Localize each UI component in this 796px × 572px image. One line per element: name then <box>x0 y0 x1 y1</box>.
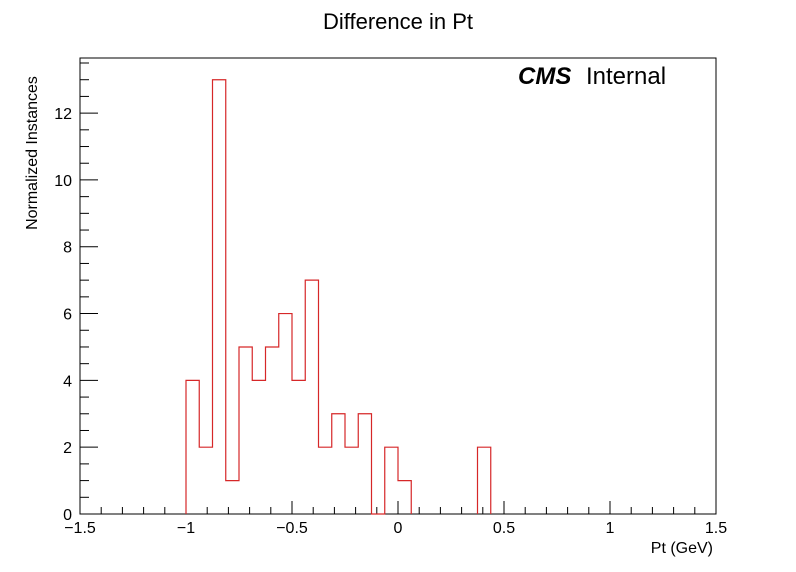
histogram-bin <box>358 414 371 514</box>
histogram-bin <box>478 447 491 514</box>
histogram-bin <box>279 314 292 514</box>
x-tick-label: −1.5 <box>64 520 96 537</box>
histogram-bin <box>398 481 411 514</box>
cms-logo-text: CMS <box>518 63 571 90</box>
histogram-bins <box>186 80 491 514</box>
histogram-outline <box>185 79 492 515</box>
histogram-bin <box>213 80 226 514</box>
histogram-bin <box>332 414 345 514</box>
x-tick-label: −0.5 <box>276 520 308 537</box>
y-tick-label: 8 <box>63 240 72 257</box>
x-axis: −1.5 −1 −0.5 0 0.5 1 1.5 <box>64 501 727 537</box>
chart-title: Difference in Pt <box>323 9 473 34</box>
y-tick-label: 0 <box>63 507 72 524</box>
x-tick-label: −1 <box>177 520 195 537</box>
x-tick-label: 1.5 <box>705 520 727 537</box>
histogram-bin <box>252 380 265 514</box>
y-tick-label: 4 <box>63 373 72 390</box>
x-tick-label: 1 <box>606 520 615 537</box>
x-tick-label: 0 <box>394 520 403 537</box>
histogram-bin <box>345 447 358 514</box>
y-tick-label: 2 <box>63 440 72 457</box>
histogram-bin <box>239 347 252 514</box>
histogram-bin <box>266 347 279 514</box>
histogram-bin <box>199 447 212 514</box>
x-tick-label: 0.5 <box>493 520 515 537</box>
y-axis-label: Normalized Instances <box>24 76 41 230</box>
y-axis: 0 2 4 6 8 10 12 <box>54 62 98 524</box>
internal-label: Internal <box>586 63 666 90</box>
plot-frame <box>79 57 717 515</box>
histogram-bin <box>319 447 332 514</box>
histogram-bin <box>305 280 318 514</box>
histogram-bin <box>385 447 398 514</box>
y-tick-label: 12 <box>54 106 72 123</box>
histogram-bin <box>226 481 239 514</box>
histogram-bin <box>292 380 305 514</box>
y-tick-label: 6 <box>63 307 72 324</box>
y-tick-label: 10 <box>54 173 72 190</box>
histogram-bin <box>186 380 199 514</box>
x-axis-label: Pt (GeV) <box>651 540 713 557</box>
